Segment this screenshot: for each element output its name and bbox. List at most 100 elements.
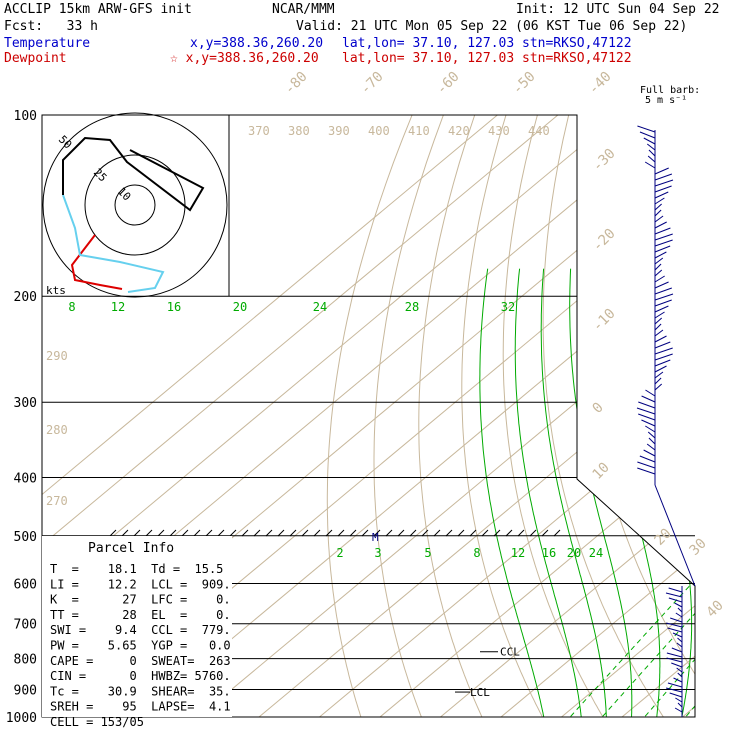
level-hatch <box>517 529 525 537</box>
wind-barb <box>654 221 667 229</box>
wind-barb <box>646 143 656 151</box>
theta-label: 280 <box>46 423 68 437</box>
level-hatch <box>529 529 537 537</box>
wind-barb <box>665 592 683 598</box>
level-hatch <box>253 529 261 537</box>
level-hatch <box>157 529 165 537</box>
theta-label: 440 <box>528 124 550 138</box>
wind-barb <box>674 602 683 608</box>
wind-barb <box>654 185 672 193</box>
level-hatch <box>265 529 273 537</box>
wind-barb <box>654 305 669 313</box>
wind-barb <box>636 407 656 415</box>
level-hatch <box>385 529 393 537</box>
level-hatch <box>325 529 333 537</box>
init-time: Init: 12 UTC Sun 04 Sep 22 <box>516 2 720 17</box>
mixing-ratio-label: 12 <box>511 546 525 560</box>
wind-barb <box>654 275 665 283</box>
dry-adiabat <box>689 115 695 717</box>
hodograph-ring-label: 25 <box>91 166 110 185</box>
isotherm <box>182 115 695 717</box>
wind-barb <box>654 299 672 307</box>
wind-barb <box>639 131 656 139</box>
parcel-info-row: CIN = 0 HWBZ= 5760. <box>50 669 231 683</box>
level-hatch <box>277 529 285 537</box>
isotherm-label: -40 <box>586 69 615 98</box>
hodograph-upper-trace <box>62 136 205 212</box>
theta-label: 290 <box>46 349 68 363</box>
level-hatch <box>205 529 213 537</box>
temperature-station: stn=RKSO,47122 <box>522 36 632 51</box>
wind-barb <box>673 677 683 683</box>
wind-barb <box>647 431 656 439</box>
dewpoint-latlon: lat,lon= 37.10, 127.03 <box>342 51 515 66</box>
parcel-info-row: T = 18.1 Td = 15.5 <box>50 562 223 576</box>
wind-barb <box>676 642 683 648</box>
barb-legend-title: Full barb: <box>640 85 701 96</box>
mixing-ratio-label: 24 <box>589 546 603 560</box>
wind-barb <box>654 335 667 343</box>
level-hatch <box>181 529 189 537</box>
pressure-tick-label: 600 <box>14 577 37 592</box>
hodograph-ring-label: 50 <box>56 133 75 152</box>
barb-legend-speed: 5 m s⁻¹ <box>645 95 688 106</box>
theta-label: 390 <box>328 124 350 138</box>
isotherm <box>42 115 559 717</box>
dewpoint-legend: Dewpoint <box>4 51 67 66</box>
isotherm-label: -20 <box>590 226 619 255</box>
level-hatch <box>301 529 309 537</box>
theta-label: 270 <box>46 494 68 508</box>
wind-barb <box>654 359 671 367</box>
level-hatch <box>445 529 453 537</box>
wind-barb <box>666 652 683 658</box>
dry-adiabat <box>326 115 413 717</box>
level-hatch <box>217 529 225 537</box>
wind-barb <box>654 323 662 331</box>
isotherm-label: -60 <box>434 69 463 98</box>
wind-barb <box>654 245 671 253</box>
pressure-tick-label: 100 <box>14 109 37 124</box>
moist-adiabat <box>728 269 740 730</box>
parcel-info-row: CELL = 153/05 <box>50 715 144 729</box>
level-hatch <box>505 529 513 537</box>
wind-barb <box>671 647 683 653</box>
wind-barb <box>654 281 669 289</box>
wind-barb <box>654 257 664 265</box>
dry-adiabat <box>461 115 550 717</box>
mixing-ratio-label: 3 <box>374 546 381 560</box>
level-hatch <box>289 529 297 537</box>
level-hatch <box>145 529 153 537</box>
wind-barb <box>677 637 683 643</box>
wind-barb <box>674 707 683 713</box>
pressure-tick-label: 800 <box>14 653 37 668</box>
dewpoint-profile <box>665 115 695 705</box>
wind-barb <box>641 395 656 403</box>
level-hatch <box>313 529 321 537</box>
wind-barb <box>643 137 656 145</box>
wind-barb <box>654 365 667 373</box>
parcel-info-row: CAPE = 0 SWEAT= 263 <box>50 654 231 668</box>
wind-barb <box>654 311 665 319</box>
level-hatch <box>133 529 141 537</box>
mixing-ratio-label: 8 <box>473 546 480 560</box>
dry-adiabat <box>373 115 444 717</box>
level-marker: M <box>372 531 379 544</box>
theta-label: 400 <box>368 124 390 138</box>
temperature-legend: Temperature <box>4 36 91 51</box>
parcel-info-box <box>42 536 232 717</box>
moist-adiabat-label: 8 <box>68 300 75 314</box>
level-hatch <box>193 529 201 537</box>
wind-barb <box>646 443 656 451</box>
hodograph-ring-label: 10 <box>115 185 134 204</box>
moist-adiabat <box>540 268 608 717</box>
wind-barb <box>644 161 656 169</box>
wind-barb <box>654 329 664 337</box>
moist-adiabat-label: 20 <box>233 300 247 314</box>
isotherm-label: 10 <box>590 460 613 483</box>
mixing-ratio-label: 20 <box>567 546 581 560</box>
wind-barb <box>641 419 656 427</box>
valid-time: Valid: 21 UTC Mon 05 Sep 22 (06 KST Tue … <box>296 19 688 34</box>
wind-barb <box>665 687 683 693</box>
level-hatch <box>169 529 177 537</box>
level-hatch <box>433 529 441 537</box>
